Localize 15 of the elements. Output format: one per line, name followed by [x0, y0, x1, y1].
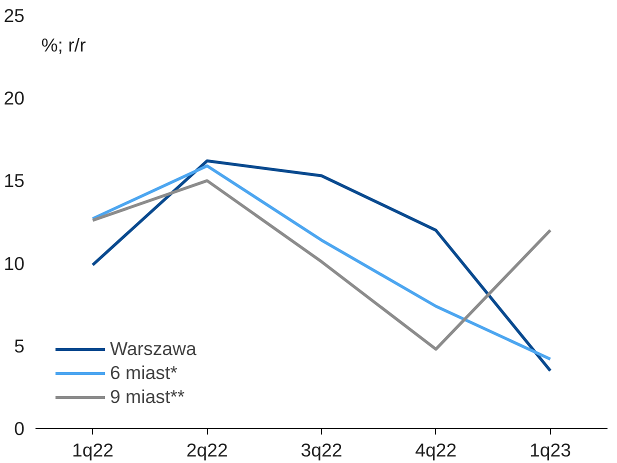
legend-label: 9 miast** — [110, 386, 185, 408]
y-tick-label: 20 — [4, 88, 25, 109]
y-tick-label: 25 — [4, 5, 25, 26]
x-tick-label: 1q22 — [72, 440, 114, 460]
x-tick-label: 4q22 — [415, 440, 457, 460]
y-tick-label: 10 — [4, 252, 25, 274]
y-tick-label: 15 — [4, 170, 25, 192]
legend-label: Warszawa — [110, 338, 196, 360]
x-tick-label: 1q23 — [530, 440, 572, 460]
y-tick-label: 5 — [14, 335, 25, 356]
legend-label: 6 miast* — [110, 362, 178, 384]
y-axis-title: %; r/r — [41, 34, 86, 56]
x-tick-label: 3q22 — [300, 440, 342, 460]
y-tick-label: 0 — [14, 418, 25, 439]
x-tick-label: 2q22 — [186, 440, 228, 460]
